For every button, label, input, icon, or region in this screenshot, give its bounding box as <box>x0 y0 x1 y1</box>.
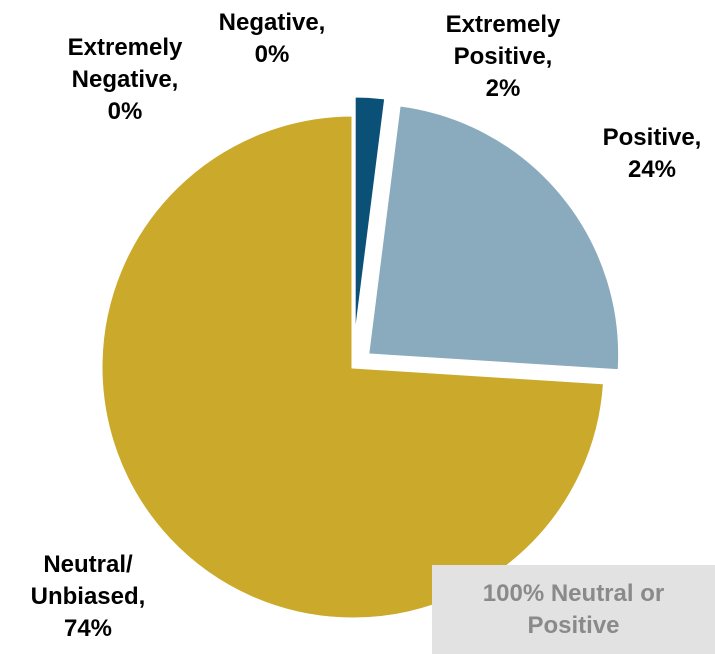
slice-label-extremely-negative: Extremely Negative, 0% <box>68 34 183 125</box>
slice-label-line: Positive, <box>603 124 702 151</box>
slice-label-neutral-unbiased: Neutral/Unbiased, 74% <box>31 551 146 642</box>
pie-slice-neutral-unbiased <box>99 113 607 621</box>
slice-label-line: Extremely <box>446 11 561 38</box>
pie-slices <box>99 94 622 621</box>
slice-label-line: Unbiased, <box>31 583 146 610</box>
slice-label-line: 2% <box>486 75 521 102</box>
summary-callout: 100% Neutral or Positive <box>432 565 715 654</box>
slice-label-extremely-positive: Extremely Positive, 2% <box>446 11 561 102</box>
slice-labels: Extremely Negative, 0%Negative, 0%Extremely… <box>31 9 702 642</box>
pie-slice-positive <box>365 103 622 373</box>
pie-slice-extremely-positive <box>352 94 388 349</box>
slice-label-line: 0% <box>108 98 143 125</box>
slice-label-negative: Negative, 0% <box>219 9 326 68</box>
slice-label-line: 24% <box>628 156 676 183</box>
slice-label-line: Extremely <box>68 34 183 61</box>
slice-label-line: Positive, <box>454 43 553 70</box>
slice-label-positive: Positive, 24% <box>603 124 702 183</box>
slice-label-line: Neutral/ <box>43 551 133 578</box>
slice-label-line: 74% <box>64 615 112 642</box>
slice-label-line: 0% <box>255 41 290 68</box>
summary-callout-text: 100% Neutral or Positive <box>482 579 665 639</box>
slice-label-line: Negative, <box>219 9 326 36</box>
slice-label-line: Negative, <box>72 66 179 93</box>
